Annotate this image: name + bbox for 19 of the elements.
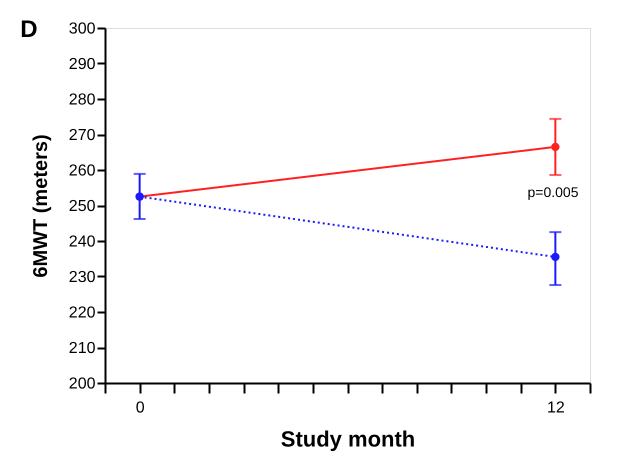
y-tick-label: 230 xyxy=(68,269,96,286)
y-axis-title: 6MWT (meters) xyxy=(30,134,52,278)
y-tick-label: 200 xyxy=(68,376,96,392)
y-tick-label: 270 xyxy=(68,127,96,144)
y-tick-label: 290 xyxy=(68,56,96,73)
y-tick-label: 300 xyxy=(68,20,96,38)
chart-title: D xyxy=(20,16,38,43)
x-tick-label: 12 xyxy=(546,400,565,416)
point xyxy=(551,142,560,152)
point xyxy=(551,252,560,262)
y-tick-label: 210 xyxy=(68,340,96,357)
annotation: p=0.005 xyxy=(528,184,579,200)
y-tick-label: 260 xyxy=(68,162,96,180)
y-tick-label: 280 xyxy=(68,92,96,108)
y-tick-label: 250 xyxy=(68,198,96,215)
y-tick-label: 220 xyxy=(68,304,96,322)
y-tick-label: 240 xyxy=(68,234,96,250)
x-axis-title: Study month xyxy=(280,426,416,452)
x-tick-label: 0 xyxy=(136,400,145,416)
